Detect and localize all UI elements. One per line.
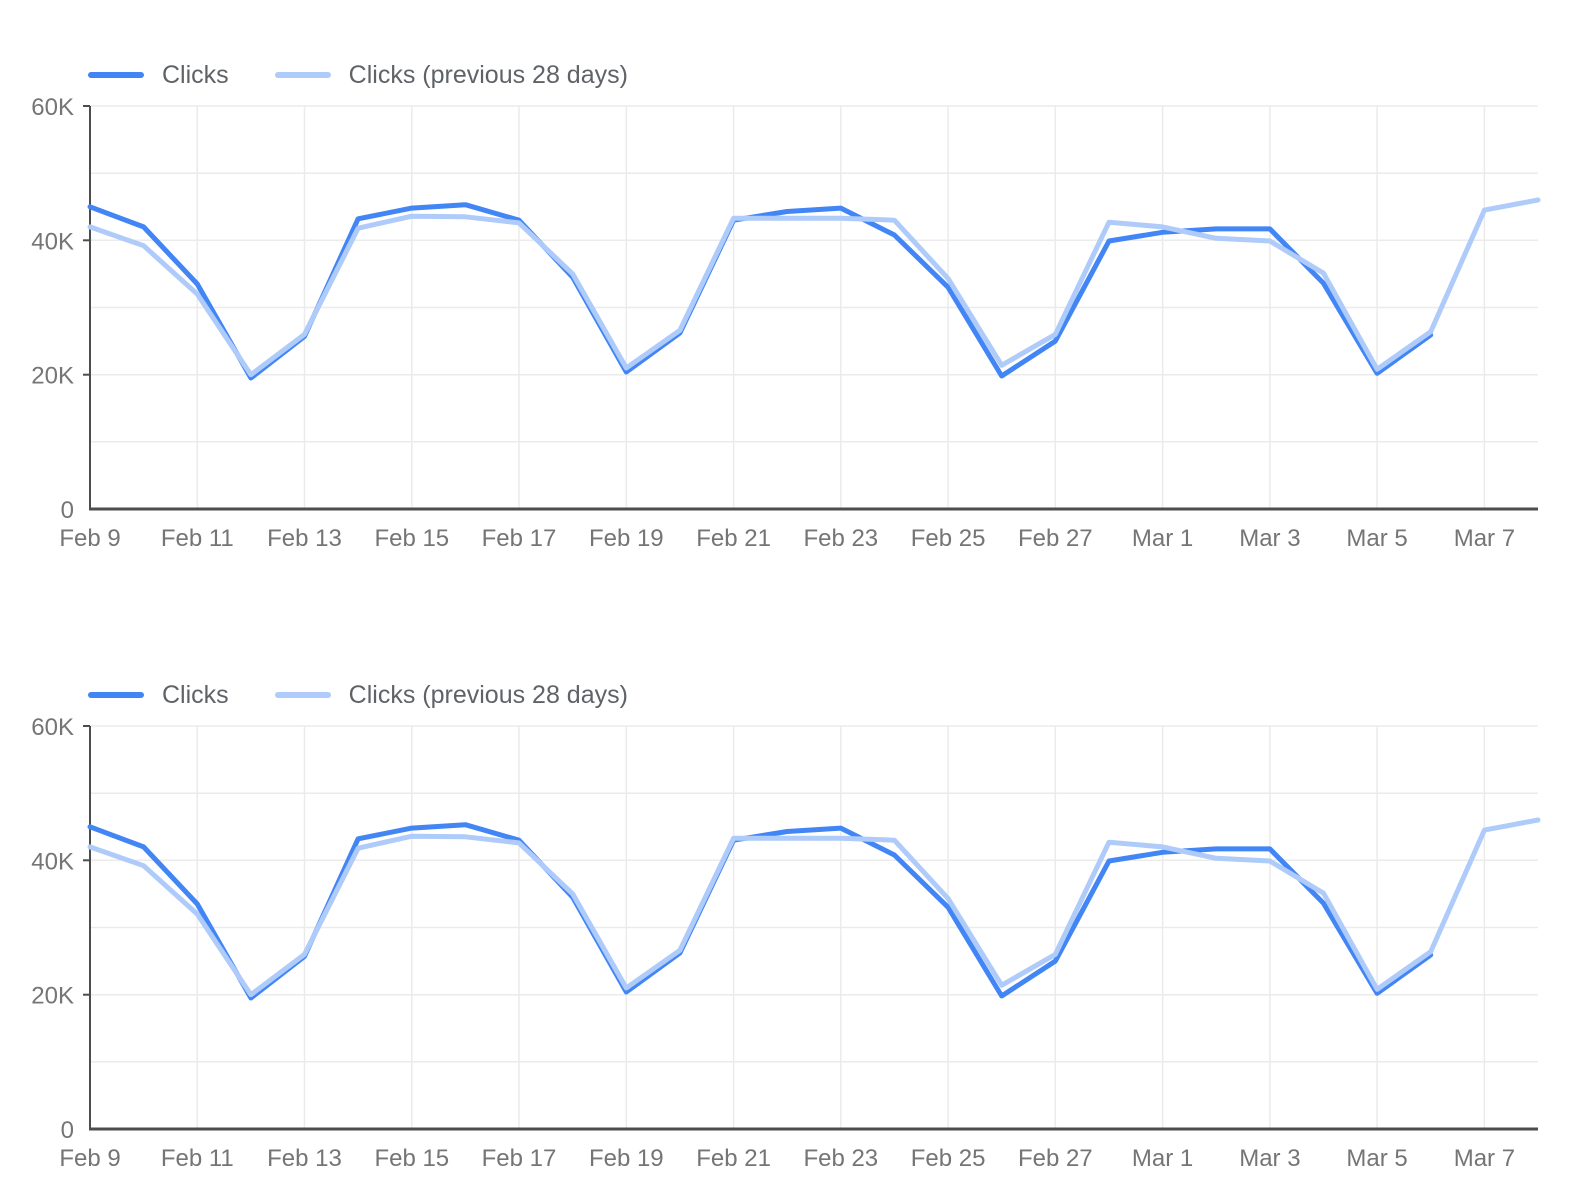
x-tick-label: Mar 3 <box>1239 1145 1300 1172</box>
x-tick-label: Feb 13 <box>267 525 342 552</box>
x-tick-label: Feb 15 <box>374 525 449 552</box>
chart-canvas-bottom[interactable]: 0 20K 40K 60K Feb 9 Feb 11 Feb 13 Feb 15 Feb 17 F… <box>0 712 1572 1182</box>
x-tick-label: Feb 13 <box>267 1145 342 1172</box>
x-tick-label: Feb 9 <box>59 1145 120 1172</box>
x-tick-label: Feb 17 <box>482 1145 557 1172</box>
x-tick-label: Mar 3 <box>1239 525 1300 552</box>
x-tick-label: Feb 27 <box>1018 525 1093 552</box>
x-tick-label: Feb 25 <box>911 1145 986 1172</box>
x-tick-label: Feb 21 <box>696 525 771 552</box>
x-tick-label: Mar 1 <box>1132 525 1193 552</box>
clicks-previous-line <box>87 817 1541 998</box>
y-tick-label: 40K <box>31 228 74 255</box>
clicks-line <box>87 202 1434 381</box>
legend: Clicks Clicks (previous 28 days) <box>88 678 1572 712</box>
y-tick-label: 40K <box>31 848 74 875</box>
y-tick-label: 60K <box>31 94 74 121</box>
y-tick-label: 20K <box>31 363 74 390</box>
clicks-previous-series-label: Clicks (previous 28 days) <box>348 680 628 709</box>
x-tick-label: Feb 11 <box>161 1145 234 1172</box>
x-tick-label: Mar 1 <box>1132 1145 1193 1172</box>
legend-item-clicks-previous: Clicks (previous 28 days) <box>274 680 628 710</box>
legend-item-clicks: Clicks <box>88 61 229 90</box>
legend: Clicks Clicks (previous 28 days) <box>88 58 1572 92</box>
x-tick-label: Feb 11 <box>161 525 234 552</box>
clicks-previous-series-swatch <box>274 72 331 78</box>
legend-item-clicks-previous: Clicks (previous 28 days) <box>274 60 628 90</box>
y-tick-label: 0 <box>61 497 74 524</box>
x-tick-label: Feb 25 <box>911 525 986 552</box>
clicks-previous-series-label: Clicks (previous 28 days) <box>348 60 628 89</box>
x-tick-label: Feb 21 <box>696 1145 771 1172</box>
x-tick-label: Mar 5 <box>1346 525 1407 552</box>
clicks-series-label: Clicks <box>162 60 229 89</box>
x-tick-label: Feb 23 <box>803 1145 878 1172</box>
y-tick-label: 0 <box>61 1117 74 1144</box>
clicks-series-swatch <box>88 72 144 78</box>
clicks-chart-top: Clicks Clicks (previous 28 days) 0 20K 40K… <box>0 0 1572 562</box>
clicks-previous-series-swatch <box>274 692 331 698</box>
clicks-previous-line <box>87 197 1541 378</box>
clicks-series-label: Clicks <box>162 680 229 709</box>
y-tick-label: 60K <box>31 714 74 741</box>
x-tick-label: Feb 19 <box>589 525 664 552</box>
chart-canvas-top[interactable]: 0 20K 40K 60K Feb 9 Feb 11 Feb 13 Feb 15 Feb 17 F… <box>0 92 1572 562</box>
clicks-chart-bottom: Clicks Clicks (previous 28 days) 0 20K 40K… <box>0 562 1572 1182</box>
x-tick-label: Feb 9 <box>59 525 120 552</box>
legend-item-clicks: Clicks <box>88 681 229 710</box>
y-tick-label: 20K <box>31 983 74 1010</box>
x-tick-label: Feb 19 <box>589 1145 664 1172</box>
x-tick-label: Mar 7 <box>1454 1145 1515 1172</box>
clicks-series-swatch <box>88 692 144 698</box>
x-tick-label: Mar 5 <box>1346 1145 1407 1172</box>
x-tick-label: Feb 27 <box>1018 1145 1093 1172</box>
clicks-line <box>87 822 1434 1001</box>
x-tick-label: Feb 23 <box>803 525 878 552</box>
x-tick-label: Feb 15 <box>374 1145 449 1172</box>
x-tick-label: Feb 17 <box>482 525 557 552</box>
x-tick-label: Mar 7 <box>1454 525 1515 552</box>
